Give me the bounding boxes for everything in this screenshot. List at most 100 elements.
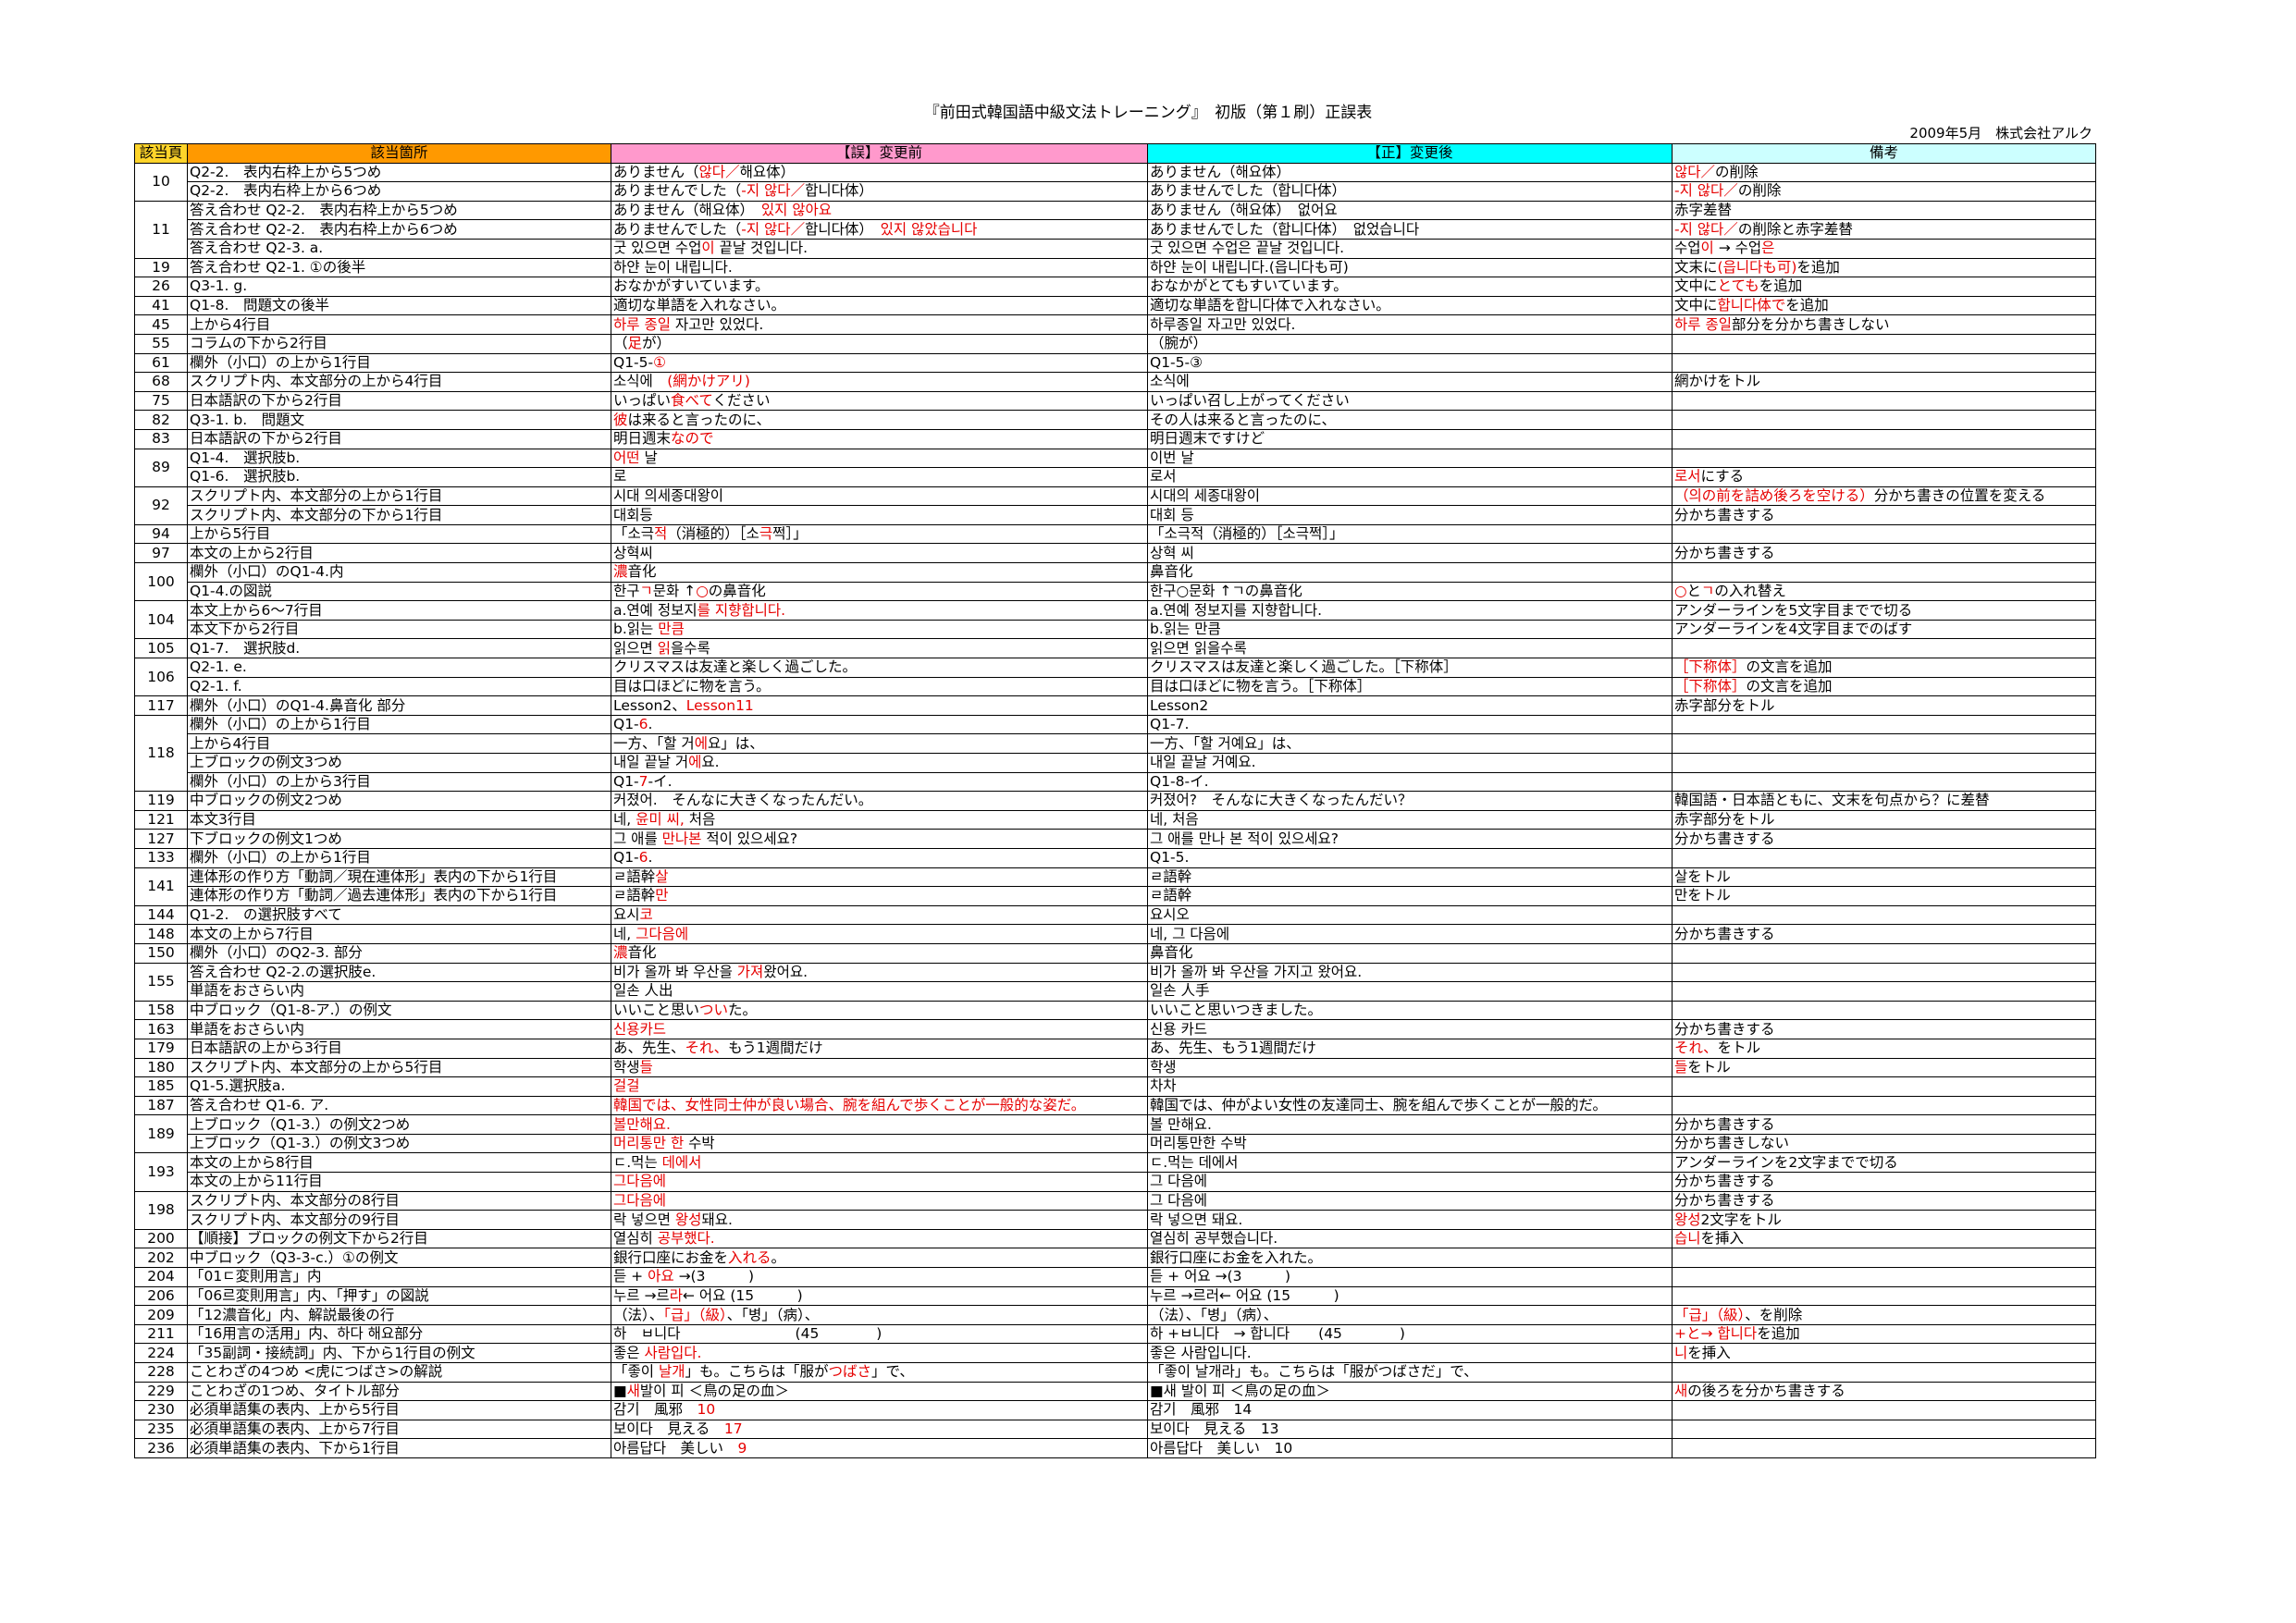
before-cell: 어떤 날 [611, 448, 1148, 469]
location-cell: 欄外（小口）の上から1行目 [187, 352, 611, 374]
note-cell [1672, 523, 2096, 545]
red-correction-text: 7 [638, 772, 648, 790]
errata-row: 158 中ブロック（Q1-8-ア.）の例文 いいこと思いついた。 いいこと思いつきまし… [134, 1000, 2096, 1021]
red-correction-text: 있지 않아요 [760, 202, 833, 219]
plain-text: 보이다 見える [613, 1420, 724, 1438]
after-cell: 銀行口座にお金を入れた。 [1147, 1248, 1673, 1269]
before-cell: 하루 종일 자고만 있었다. [611, 314, 1148, 335]
plain-text: ← 어요 (15 ) [682, 1286, 803, 1304]
before-cell: いいこと思いついた。 [611, 1000, 1148, 1021]
after-cell: 좋은 사람입니다. [1147, 1343, 1673, 1363]
before-cell: 目は口ほどに物を言う。 [611, 676, 1148, 697]
before-cell: 한구ㄱ문화 ↑○の鼻音化 [611, 581, 1148, 602]
location-cell: 「01ㄷ変則用言」内 [187, 1267, 611, 1287]
errata-row: 209 「12濃音化」内、解説最後の行 （法）、「급」（級）、「병」（病）、 （法）、… [134, 1305, 2096, 1325]
note-cell: 들をトル [1672, 1057, 2096, 1078]
location-cell: Q3-1. g. [187, 277, 611, 297]
plain-text: 」で、 [871, 1363, 914, 1381]
note-cell [1672, 448, 2096, 469]
errata-row: 68 スクリプト内、本文部分の上から4行目 소식에 (網かけアリ) 소식에 網かけをトル [134, 372, 2096, 392]
before-cell: 감기 風邪 10 [611, 1400, 1148, 1420]
plain-text: 銀行口座にお金を [613, 1248, 729, 1266]
before-cell: 네, 윤미 씨, 처음 [611, 809, 1148, 830]
errata-row: 202 中ブロック（Q3-3-c.）①の例文 銀行口座にお金を入れる。 銀行口座にお金… [134, 1248, 2096, 1269]
page-cell: 179 [134, 1038, 188, 1059]
location-cell: 答え合わせ Q2-1. ①の後半 [187, 257, 611, 278]
after-cell: 열심히 공부했습니다. [1147, 1228, 1673, 1249]
location-cell: 欄外（小口）の上から1行目 [187, 714, 611, 735]
note-cell [1672, 714, 2096, 735]
location-cell: スクリプト内、本文部分の下から1行目 [187, 505, 611, 525]
plain-text: の後ろを分かち書きする [1687, 1382, 1845, 1399]
after-cell: 네, 처음 [1147, 809, 1673, 830]
after-cell: 明日週末ですけど [1147, 428, 1673, 449]
red-correction-text: 하루 종일 [1674, 315, 1732, 333]
note-cell: ［下称体］の文言を追加 [1672, 676, 2096, 697]
after-cell: ありませんでした（합니다体） [1147, 181, 1673, 202]
red-correction-text: 彼 [613, 411, 628, 428]
red-correction-text: 새 [626, 1382, 640, 1399]
plain-text: 文中に [1674, 297, 1718, 314]
plain-text: 요시 [613, 906, 640, 924]
errata-row: 94 上から5行目 「소극적（消極的）［소극쩍］」 「소극적（消極的）［소극쩍］」 [134, 523, 2096, 545]
errata-row: 106 Q2-1. e. クリスマスは友達と楽しく過ごした。 クリスマスは友達と楽しく… [134, 658, 2096, 697]
red-correction-text: 니 [1674, 1344, 1688, 1361]
plain-text: の削除 [1715, 163, 1759, 180]
page-cell: 45 [134, 314, 188, 335]
plain-text: 좋은 [613, 1344, 645, 1361]
red-correction-text: 濃 [613, 563, 628, 581]
before-cell: 그다음에 [611, 1172, 1148, 1192]
note-cell [1672, 428, 2096, 449]
before-cell: 「좋이 날개」も。こちらは「服がつばさ」で、 [611, 1362, 1148, 1383]
plain-text: （法）、 [613, 1306, 664, 1323]
errata-row: 11 答え合わせ Q2-2. 表内右枠上から5つめ ありません（해요体） 있지 않아… [134, 200, 2096, 259]
note-cell [1672, 1419, 2096, 1440]
plain-text: 열심히 [613, 1230, 658, 1248]
page-cell: 180 [134, 1057, 188, 1078]
plain-text: を挿入 [1687, 1344, 1731, 1361]
plain-text: 部分を分かち書きしない [1731, 315, 1890, 333]
location-cell: Q1-7. 選択肢d. [187, 638, 611, 659]
before-cell: 明日週末なので [611, 428, 1148, 449]
errata-row: 41 Q1-8. 問題文の後半 適切な単語を入れなさい。 適切な単語を합니다体で入れな… [134, 295, 2096, 316]
plain-text: . [648, 849, 653, 867]
note-cell: アンダーラインを4文字目までのばす [1672, 619, 2096, 640]
before-cell: 학생들 [611, 1057, 1148, 1078]
red-correction-text: 만나본 [661, 830, 702, 847]
errata-row: 本文下から2行目 b.읽는 만큼 b.읽는 만큼 アンダーラインを4文字目までのばす [135, 619, 2096, 640]
errata-row: 211 「16用言の活用」内、하다 해요部分 하 ㅂ니다 (45 ) 하 +ㅂ니다 →… [134, 1323, 2096, 1345]
note-cell: それ、をトル [1672, 1038, 2096, 1059]
after-cell: 신용 카드 [1147, 1019, 1673, 1039]
errata-row: 193 本文の上から8行目 ㄷ.먹는 데에서 ㄷ.먹는 데에서 アンダーラインを2文字ま… [134, 1152, 2096, 1192]
plain-text: 한구 [613, 582, 640, 599]
after-cell: ありません（해요体） [1147, 162, 1673, 183]
red-correction-text: 읽 [657, 639, 671, 657]
plain-text: と [1686, 582, 1702, 599]
errata-row: 189 上ブロック（Q1-3.）の例文2つめ 볼만해요. 볼 만해요. 分かち書きする [134, 1114, 2096, 1154]
note-cell: アンダーラインを2文字までで切る [1672, 1152, 2096, 1174]
location-cell: Q1-5.選択肢a. [187, 1076, 611, 1097]
plain-text: の削除 [1737, 182, 1782, 200]
plain-text: 합니다体） [805, 182, 873, 200]
red-correction-text: 들 [639, 1058, 653, 1076]
red-correction-text: 韓国では、女性同士仲が良い場合、腕を組んで歩くことが一般的な姿だ。 [613, 1096, 1086, 1113]
location-cell: 単語をおさらい内 [187, 981, 611, 1002]
location-cell: 欄外（小口）の上から1行目 [187, 847, 611, 868]
location-cell: 上から4行目 [187, 314, 611, 335]
before-cell: 걸걸 [611, 1076, 1148, 1097]
before-cell: 굿 있으면 수업이 끝날 것입니다. [611, 238, 1148, 259]
page-cell: 68 [134, 372, 188, 392]
page-cell: 97 [134, 543, 188, 564]
after-cell: 하 +ㅂ니다 → 합니다 (45 ) [1147, 1323, 1673, 1345]
errata-row: 10 Q2-2. 表内右枠上から5つめ ありません（않다／해요体） ありません（해요体… [134, 162, 2096, 202]
errata-row: 228 ことわざの4つめ <虎につばさ>の解説 「좋이 날개」も。こちらは「服がつば… [134, 1362, 2096, 1383]
errata-row: 単語をおさらい内 일손 人出 일손 人手 [135, 981, 2096, 1002]
red-correction-text: 17 [723, 1420, 743, 1438]
errata-row: 19 答え合わせ Q2-1. ①の後半 하얀 눈이 내립니다. 하얀 눈이 내립니다.… [134, 257, 2096, 278]
errata-row: Q2-2. 表内右枠上から6つめ ありませんでした（-지 않다／합니다体） ありませ… [135, 181, 2096, 202]
before-cell: あ、先生、それ、もう1週間だけ [611, 1038, 1148, 1059]
after-cell: 「좋이 날개라」も。こちらは「服がつばさだ」で、 [1147, 1362, 1673, 1383]
page-cell: 193 [134, 1152, 188, 1192]
page-cell: 55 [134, 333, 188, 354]
errata-row: 229 ことわざの1つめ、タイトル部分 ■새발이 피 ＜鳥の足の血＞ ■새 발이 피 … [134, 1381, 2096, 1402]
